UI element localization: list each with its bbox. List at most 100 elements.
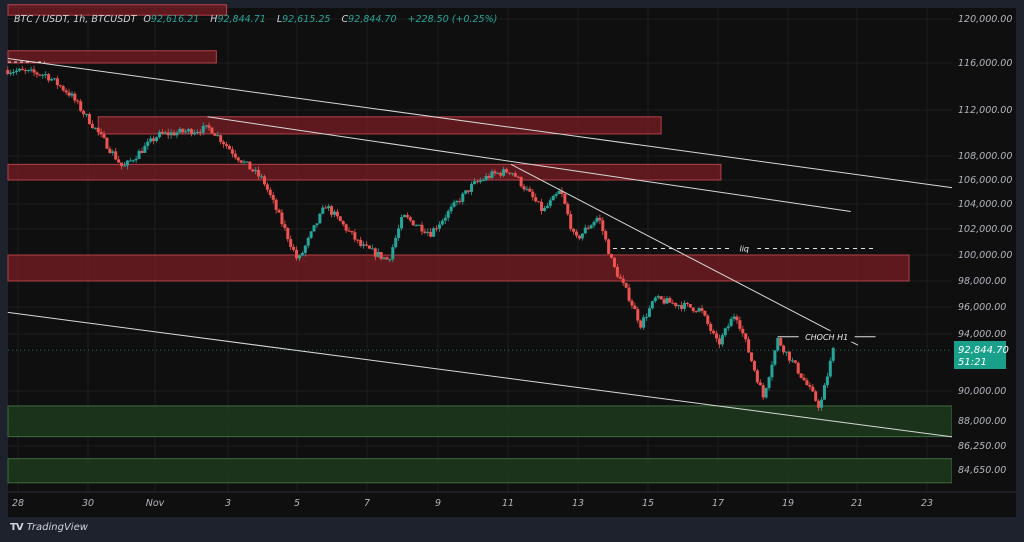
candle-up [770,364,774,378]
symbol-name[interactable]: BTC / USDT, 1h, BTCUSDT [14,14,137,25]
candle-down [423,231,427,233]
candle-up [17,68,21,71]
candle-up [726,326,730,329]
candle-up [647,308,651,317]
candle-down [604,231,608,240]
candle-down [108,148,112,153]
candle-down [379,252,383,259]
candle-down [292,246,296,250]
candle-up [204,125,208,127]
candle-down [680,305,684,309]
candle-down [700,308,704,311]
candle-up [312,225,316,232]
candle-up [452,202,456,207]
candle-up [70,93,74,96]
candle-down [350,230,354,233]
candle-down [796,362,800,374]
candle-down [55,78,59,86]
candle-up [510,173,514,175]
candle-up [490,171,494,178]
candle-up [163,132,167,134]
candle-up [417,224,421,226]
candle-down [709,323,713,331]
candle-up [481,180,485,182]
candle-down [537,201,541,203]
candle-up [29,69,33,71]
candle-down [717,338,721,345]
candle-down [181,128,185,133]
candle-up [720,335,724,345]
candle-up [645,316,649,318]
candle-up [776,338,780,351]
candle-up [382,257,386,259]
candle-up [767,377,771,389]
tradingview-logo[interactable]: TV TradingView [10,522,88,533]
candle-up [242,161,246,163]
candle-down [618,276,622,279]
candle-down [233,153,237,158]
candle-down [420,224,424,232]
candle-down [429,231,433,237]
candle-down [735,316,739,321]
candle-down [405,214,409,218]
candle-up [732,316,736,319]
candle-down [467,190,471,192]
candle-down [787,351,791,361]
candle-down [117,159,121,163]
candle-up [169,132,173,136]
candle-down [586,227,590,229]
candle-up [332,211,336,215]
candle-down [598,217,602,221]
price-tick-label: 102,000.00 [958,224,1012,235]
candle-up [642,317,646,328]
price-axis[interactable] [952,8,1016,492]
candle-down [347,230,351,232]
candle-up [831,348,835,361]
candle-up [187,129,191,132]
candle-down [610,254,614,258]
zones [7,4,953,484]
candle-up [315,223,319,226]
candle-down [752,361,756,371]
candle-down [257,170,261,177]
candle-down [324,207,328,209]
price-tick-label: 100,000.00 [958,250,1012,261]
candle-up [580,233,584,239]
candle-down [577,235,581,239]
candle-down [560,190,564,194]
low-value: 92,615.25 [282,14,331,25]
candle-up [260,176,264,178]
candle-up [449,206,453,212]
candle-up [44,74,48,76]
candle-down [210,127,214,134]
candle-up [729,318,733,327]
price-tick-label: 86,250.00 [958,441,1006,452]
candle-up [327,206,331,209]
price-tick-label: 94,000.00 [958,329,1006,340]
candle-down [612,257,616,267]
candle-down [6,69,10,74]
price-tick-label: 104,000.00 [958,199,1012,210]
candle-down [475,181,479,183]
candle-up [122,165,126,167]
candle-up [41,74,45,76]
candle-up [554,194,558,196]
candle-down [566,203,570,215]
candle-up [134,158,138,161]
candle-down [341,221,345,225]
price-tick-label: 84,650.00 [958,465,1006,476]
candle-down [750,352,754,362]
candle-up [125,160,129,166]
time-tick-label: 13 [572,498,584,509]
candle-up [677,305,681,307]
candle-up [432,228,436,237]
candle-up [26,69,30,71]
candle-down [703,310,707,316]
candle-down [207,125,211,128]
candle-down [32,69,36,73]
candle-down [166,132,170,136]
candle-down [87,114,91,125]
candle-down [636,309,640,321]
price-tick-label: 88,000.00 [958,416,1006,427]
